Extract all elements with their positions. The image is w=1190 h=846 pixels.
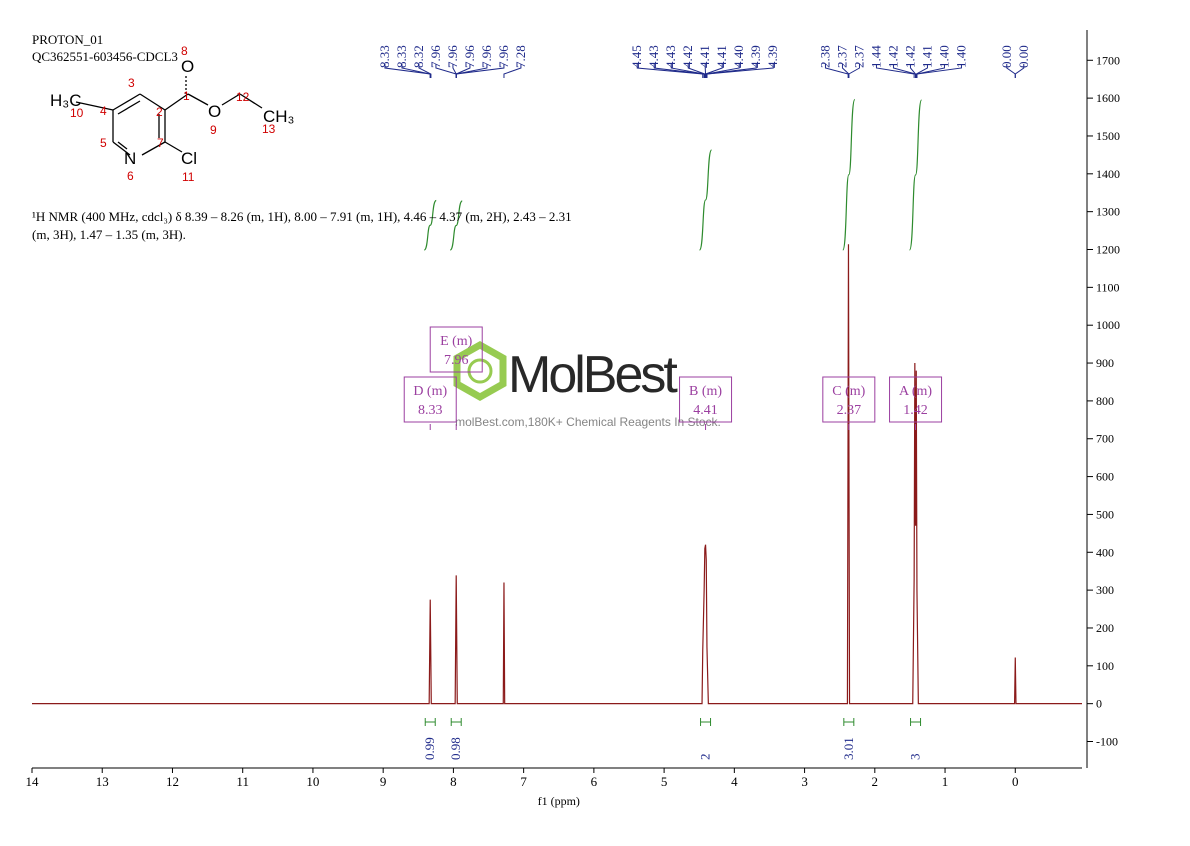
y-tick-label: 200 [1096, 621, 1114, 635]
y-tick-label: 100 [1096, 659, 1114, 673]
atom-number: 4 [100, 104, 107, 118]
multiplet-shift: 2.37 [837, 403, 862, 418]
x-tick-label: 9 [380, 774, 387, 789]
atom-number: 12 [236, 90, 250, 104]
multiplet-shift: 1.42 [903, 403, 928, 418]
y-tick-label: -100 [1096, 735, 1118, 749]
bond [165, 142, 182, 152]
multiplet-label: A (m) [899, 384, 932, 399]
header-line: QC362551-603456-CDCL3 [32, 49, 178, 64]
atom-number: 7 [157, 136, 164, 150]
x-tick-label: 2 [872, 774, 879, 789]
integral-label: 3 [908, 754, 923, 761]
integral-curve [910, 100, 922, 250]
nmr-description: ¹H NMR (400 MHz, cdcl₃) δ 8.39 – 8.26 (m… [32, 208, 592, 244]
x-tick-label: 14 [26, 774, 40, 789]
x-tick-label: 0 [1012, 774, 1019, 789]
atom-number: 2 [156, 105, 163, 119]
atom-number: 6 [127, 169, 134, 183]
y-tick-label: 1700 [1096, 53, 1120, 67]
atom-number: 9 [210, 123, 217, 137]
x-tick-label: 8 [450, 774, 457, 789]
x-tick-label: 11 [236, 774, 249, 789]
y-tick-label: 400 [1096, 545, 1114, 559]
multiplet-label: B (m) [689, 384, 722, 399]
bond [113, 94, 140, 110]
header-line: PROTON_01 [32, 32, 103, 47]
watermark-brand: MolBest [508, 346, 678, 404]
integral-label: 0.98 [448, 737, 463, 760]
y-tick-label: 1200 [1096, 243, 1120, 257]
spectrum-line [32, 244, 1082, 703]
atom-label: O [208, 102, 221, 121]
integral-curve [700, 150, 712, 250]
integral-label: 3.01 [841, 737, 856, 760]
x-tick-label: 6 [591, 774, 598, 789]
x-tick-label: 12 [166, 774, 179, 789]
y-tick-label: 600 [1096, 470, 1114, 484]
atom-number: 13 [262, 122, 276, 136]
multiplet-shift: 8.33 [418, 403, 443, 418]
atom-number: 11 [182, 170, 195, 184]
x-axis-label: f1 (ppm) [538, 794, 580, 808]
integral-label: 2 [698, 754, 713, 761]
multiplet-label: D (m) [413, 384, 447, 399]
atom-label: N [124, 149, 136, 168]
integral-label: 0.99 [422, 737, 437, 760]
x-tick-label: 5 [661, 774, 668, 789]
x-tick-label: 13 [96, 774, 109, 789]
atom-label: Cl [181, 149, 197, 168]
watermark-logo [469, 360, 491, 382]
atom-label: O [181, 57, 194, 76]
multiplet-shift: 7.96 [444, 353, 469, 368]
atom-number: 3 [128, 76, 135, 90]
y-tick-label: 800 [1096, 394, 1114, 408]
y-tick-label: 700 [1096, 432, 1114, 446]
y-tick-label: 1600 [1096, 91, 1120, 105]
x-tick-label: 1 [942, 774, 949, 789]
x-tick-label: 10 [306, 774, 319, 789]
y-tick-label: 500 [1096, 507, 1114, 521]
y-tick-label: 300 [1096, 583, 1114, 597]
atom-number: 10 [70, 106, 84, 120]
atom-number: 1 [183, 89, 190, 103]
multiplet-shift: 4.41 [693, 403, 718, 418]
y-tick-label: 0 [1096, 697, 1102, 711]
x-tick-label: 4 [731, 774, 738, 789]
multiplet-label: C (m) [832, 384, 865, 399]
bond [118, 101, 140, 114]
bond [118, 142, 127, 149]
y-tick-label: 1400 [1096, 167, 1120, 181]
atom-number: 5 [100, 136, 107, 150]
y-tick-label: 1000 [1096, 318, 1120, 332]
y-tick-label: 900 [1096, 356, 1114, 370]
x-tick-label: 3 [801, 774, 808, 789]
multiplet-label: E (m) [440, 334, 473, 349]
y-tick-label: 1100 [1096, 280, 1120, 294]
atom-number: 8 [181, 44, 188, 58]
y-tick-label: 1300 [1096, 205, 1120, 219]
y-tick-label: 1500 [1096, 129, 1120, 143]
bond [188, 94, 208, 105]
x-tick-label: 7 [520, 774, 527, 789]
integral-curve [843, 100, 855, 251]
